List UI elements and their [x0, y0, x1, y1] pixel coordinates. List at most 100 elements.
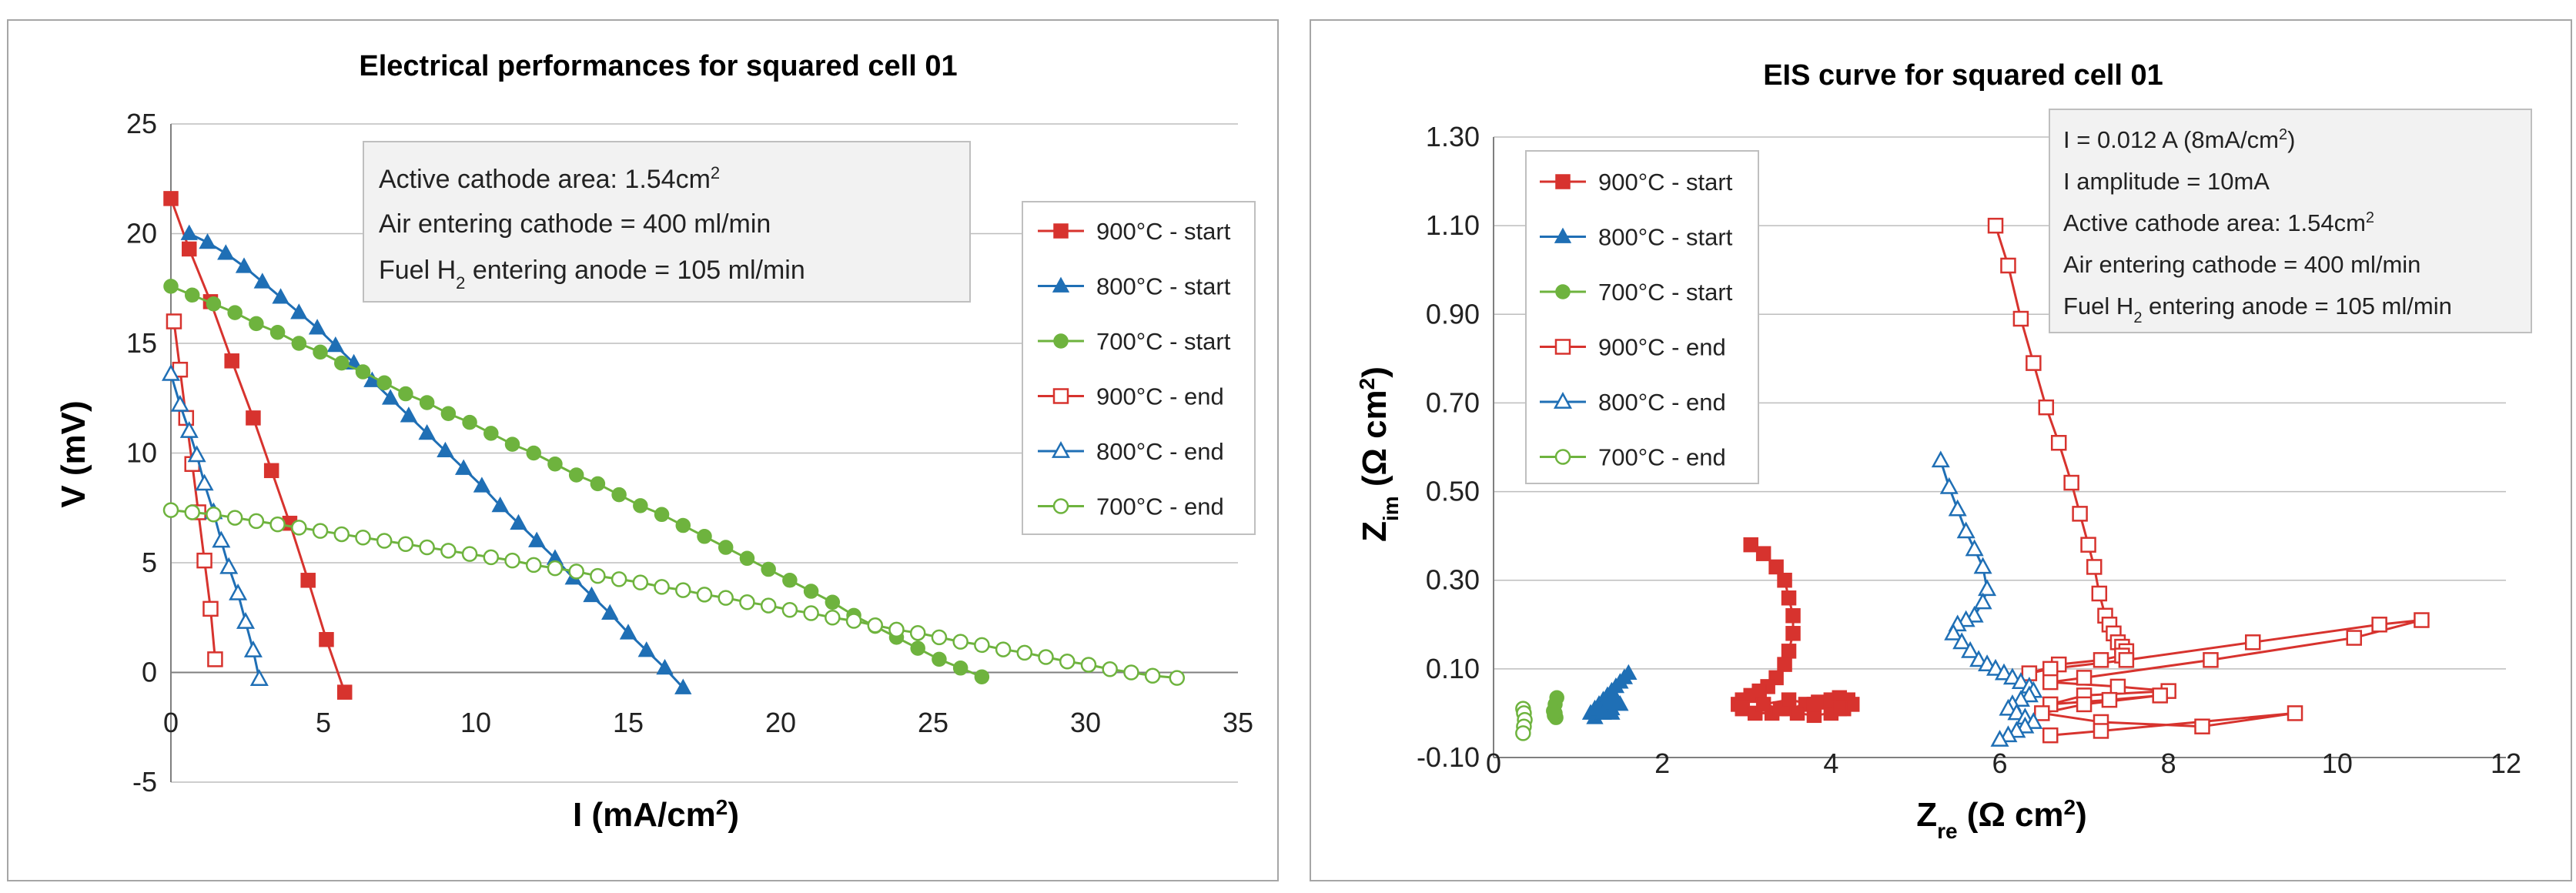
r-series-900c-end-point [2093, 723, 2109, 739]
r-series-900c-start [1731, 537, 1860, 724]
l-series-700c-start-point [291, 336, 307, 351]
legend-swatch-marker [1555, 174, 1571, 189]
l-series-900c-start-point [163, 191, 179, 206]
r-series-900c-start-point [1743, 537, 1758, 553]
r-series-900c-start-point [1781, 590, 1797, 606]
r-series-800c-end-point [2011, 690, 2030, 707]
l-series-700c-start-point [654, 507, 670, 523]
l-y-tick-label: 20 [126, 218, 157, 249]
l-series-800c-start-point [454, 459, 473, 475]
l-series-800c-end-point [243, 640, 263, 657]
l-series-700c-end [162, 502, 1186, 686]
l-series-700c-end-point [162, 502, 179, 518]
l-series-700c-start-point [974, 669, 990, 684]
r-series-900c-start-point [1781, 644, 1797, 659]
l-series-900c-end-point [196, 552, 212, 569]
l-legend-item-900c-end: 900°C - end [1038, 383, 1224, 410]
l-series-900c-start-point [319, 632, 334, 647]
r-series-900c-end-point [2086, 559, 2103, 575]
l-series-700c-end-point [931, 629, 948, 646]
r-series-900c-end-point [2371, 617, 2387, 633]
l-x-tick-label: 5 [316, 707, 331, 738]
r-series-900c-start-point [1755, 697, 1771, 712]
r-series-800c-end-point [1956, 610, 1975, 627]
legend-swatch-marker [1553, 392, 1573, 409]
r-series-800c-end-point [1986, 658, 2006, 676]
r-series-900c-end-point [2076, 670, 2093, 686]
r-series-800c-end-point [2002, 667, 2022, 685]
r-series-700c-end-point [1515, 725, 1531, 741]
r-series-900c-end [1987, 217, 2430, 744]
r-series-900c-end-point [2012, 310, 2029, 327]
l-series-800c-start-point [674, 678, 692, 694]
l-series-800c-start-point [326, 336, 345, 353]
l-series-800c-start-point [601, 604, 619, 620]
r-series-800c-end-point [1999, 698, 2018, 716]
l-series-700c-end-point [1102, 661, 1118, 677]
r-series-900c-end-point [2034, 705, 2050, 721]
r-series-800c-end-point [2007, 721, 2026, 738]
l-series-800c-end-point [195, 473, 214, 491]
l-series-900c-start-point [182, 241, 197, 257]
r-series-800c-end-point [1999, 725, 2018, 743]
l-series-700c-start-point [825, 594, 841, 610]
right-info-box: I = 0.012 A (8mA/cm2) I amplitude = 10mA… [2049, 109, 2532, 333]
r-series-900c-start-point [1768, 559, 1784, 575]
l-series-900c-end-point [207, 651, 223, 667]
l-series-700c-end-point [696, 587, 713, 603]
l-series-700c-end-point [461, 546, 478, 562]
l-legend-item-700c-end: 700°C - end [1038, 493, 1224, 520]
right-info-line-area: Active cathode area: 1.54cm2 [2063, 209, 2374, 236]
legend-label: 900°C - start [1096, 218, 1231, 245]
l-series-800c-end-point [161, 363, 181, 381]
r-legend-item-800c-end: 800°C - end [1540, 389, 1726, 416]
right-chart-title: EIS curve for squared cell 01 [1763, 59, 2163, 92]
l-series-700c-start-point [697, 529, 712, 544]
right-info-line-current: I = 0.012 A (8mA/cm2) [2063, 126, 2295, 153]
l-series-700c-end-point [206, 507, 222, 523]
l-series-700c-start-point [483, 426, 499, 441]
l-series-700c-start-point [163, 279, 179, 294]
legend-label: 800°C - start [1598, 224, 1733, 251]
legend-label: 800°C - start [1096, 273, 1231, 300]
l-series-700c-start-point [739, 550, 755, 567]
right-info-box-bg [2049, 109, 2532, 333]
l-series-700c-end-point [355, 529, 371, 546]
l-series-700c-start-point [376, 375, 392, 391]
r-series-800c-end-point [1965, 605, 1984, 623]
r-series-800c-end-point [1948, 499, 1967, 517]
l-series-900c-start-point [224, 353, 239, 369]
r-series-900c-start-point [1777, 572, 1792, 588]
r-series-800c-end-point [1969, 650, 1989, 667]
l-series-700c-end-point [1038, 649, 1054, 665]
l-series-700c-start-point [782, 573, 798, 588]
l-series-700c-end-point [312, 523, 329, 539]
l-series-700c-end-point [803, 605, 819, 621]
l-series-800c-start-point [235, 257, 253, 273]
l-series-800c-start-point [656, 658, 674, 675]
l-series-900c-start-point [336, 684, 353, 700]
legend-label: 700°C - end [1096, 493, 1224, 520]
l-legend-item-900c-start: 900°C - start [1038, 218, 1231, 245]
l-series-700c-start-point [611, 487, 627, 503]
l-series-700c-end-point [269, 516, 286, 533]
r-series-800c-end-point [1990, 730, 2009, 747]
l-series-700c-start-point [334, 355, 350, 371]
r-series-800c-start [1581, 664, 1638, 724]
r-x-tick-label: 12 [2491, 748, 2521, 779]
right-grid [1493, 136, 2506, 758]
l-series-700c-end-point [974, 637, 990, 654]
legend-label: 800°C - end [1096, 438, 1224, 465]
r-series-800c-end-point [2016, 716, 2035, 734]
l-series-800c-start-point [400, 406, 418, 423]
right-info-line-amplitude: I amplitude = 10mA [2063, 168, 2270, 195]
left-info-box: Active cathode area: 1.54cm2 Air enterin… [363, 141, 971, 303]
l-series-800c-start [180, 224, 692, 694]
r-series-800c-end-point [1931, 450, 1950, 468]
l-series-700c-start-point [952, 661, 969, 676]
l-series-700c-end-point [397, 536, 414, 553]
r-series-900c-start-point [1781, 692, 1797, 707]
left-legend-box [1022, 201, 1256, 535]
legend-swatch-marker [1051, 441, 1071, 458]
